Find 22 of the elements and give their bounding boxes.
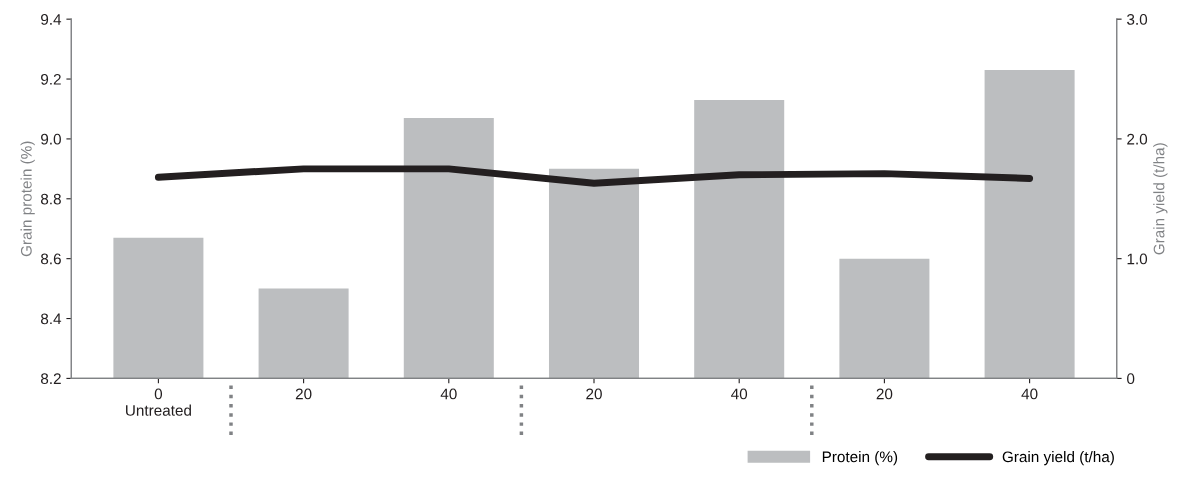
- y-tick-label: 8.2: [40, 373, 61, 385]
- x-tick-label: 0 Untreated: [126, 388, 191, 416]
- x-tick-label: 20: [586, 388, 602, 400]
- legend-label: Grain yield (t/ha): [1002, 451, 1114, 466]
- y-tick-label: 9.0: [41, 133, 61, 145]
- x-tick-label: 40: [1021, 388, 1038, 400]
- x-tick-label: 20: [876, 388, 893, 400]
- legend-label: Protein (%): [822, 451, 898, 466]
- y-tick-label: 8.8: [40, 193, 61, 205]
- x-tick-label: 20: [295, 388, 312, 400]
- y-tick-label: 8.6: [40, 253, 61, 265]
- y2-tick-label: 1.0: [1127, 253, 1148, 265]
- y2-axis-title: Grain yield (t/ha): [1153, 143, 1168, 255]
- y2-tick-label: 3.0: [1127, 14, 1148, 25]
- y-tick-label: 9.4: [41, 14, 62, 25]
- y2-tick-label: 0: [1127, 373, 1135, 385]
- y2-tick-label: 2.0: [1127, 133, 1148, 145]
- y-tick-label: 9.2: [41, 73, 61, 85]
- y-tick-label: 8.4: [40, 313, 62, 325]
- x-tick-label: 40: [440, 388, 457, 400]
- x-tick-label: 40: [731, 388, 748, 400]
- y-axis-title: Grain protein (%): [20, 141, 35, 257]
